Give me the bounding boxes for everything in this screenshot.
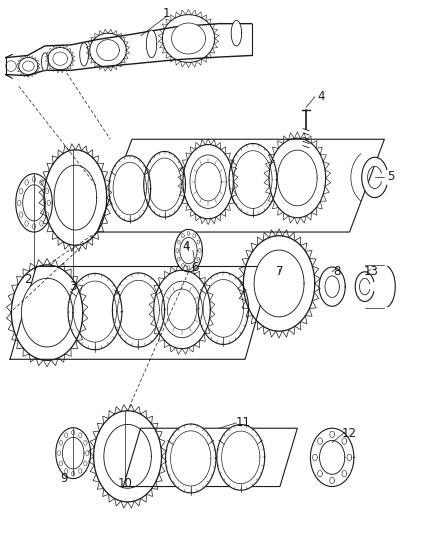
Polygon shape — [80, 43, 88, 66]
Text: 13: 13 — [364, 265, 379, 278]
Text: 9: 9 — [61, 472, 68, 485]
Polygon shape — [254, 250, 304, 317]
Text: 11: 11 — [236, 416, 251, 430]
Text: 1: 1 — [163, 6, 170, 20]
Text: 4: 4 — [183, 240, 190, 253]
Polygon shape — [355, 272, 374, 302]
Polygon shape — [231, 20, 242, 46]
Polygon shape — [109, 156, 151, 221]
Polygon shape — [113, 273, 165, 347]
Polygon shape — [21, 278, 73, 347]
Text: 10: 10 — [118, 478, 133, 490]
Polygon shape — [175, 229, 202, 272]
Text: 7: 7 — [276, 265, 284, 278]
Polygon shape — [56, 427, 91, 479]
Polygon shape — [144, 151, 185, 217]
Text: 6: 6 — [191, 261, 199, 274]
Text: 4: 4 — [318, 90, 325, 103]
Polygon shape — [311, 428, 354, 487]
Text: 8: 8 — [333, 265, 340, 278]
Polygon shape — [217, 424, 265, 490]
Polygon shape — [68, 273, 122, 350]
Polygon shape — [166, 424, 216, 493]
Polygon shape — [146, 30, 157, 58]
Polygon shape — [16, 174, 52, 232]
Polygon shape — [54, 165, 97, 230]
Text: 3: 3 — [70, 280, 77, 293]
Polygon shape — [362, 157, 387, 198]
Polygon shape — [229, 143, 277, 215]
Polygon shape — [190, 155, 226, 208]
Polygon shape — [319, 267, 345, 306]
Polygon shape — [104, 424, 152, 488]
Polygon shape — [42, 53, 48, 71]
Polygon shape — [97, 39, 119, 61]
Text: 5: 5 — [387, 170, 395, 183]
Polygon shape — [162, 281, 202, 338]
Polygon shape — [172, 23, 205, 54]
Polygon shape — [23, 61, 34, 71]
Text: 2: 2 — [24, 273, 31, 286]
Polygon shape — [278, 150, 317, 206]
Polygon shape — [198, 272, 249, 344]
Text: 12: 12 — [342, 427, 357, 440]
Polygon shape — [53, 52, 67, 66]
